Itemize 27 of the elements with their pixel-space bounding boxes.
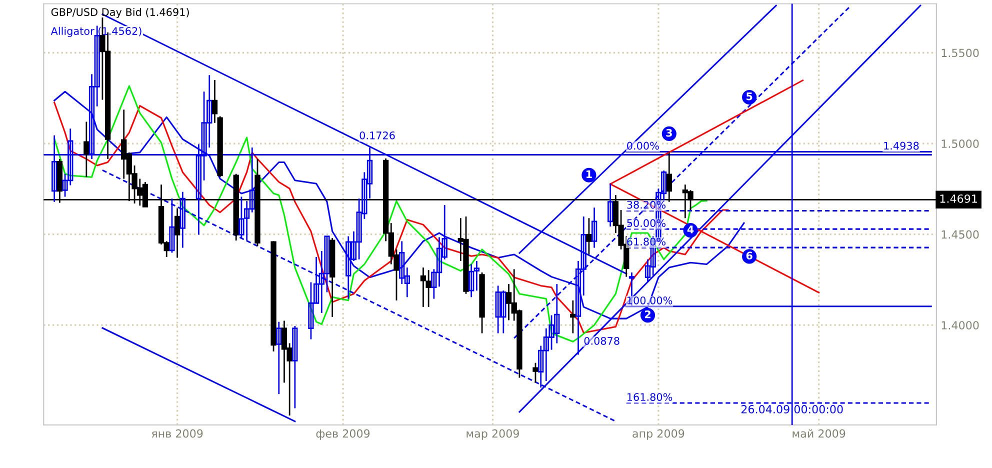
annotation: 0.0878 <box>584 336 620 345</box>
annotation: 50.00% <box>627 219 666 228</box>
annotation: 1 <box>586 170 592 178</box>
ref-line-label: 1.4691 <box>940 194 977 203</box>
y-tick-label: 1.4500 <box>942 230 979 239</box>
annotation: 3 <box>666 128 672 137</box>
chart-title: GBP/USD Day Bid (1.4691) <box>51 8 189 18</box>
x-tick-label: фев 2009 <box>316 429 370 440</box>
y-tick-label: 1.5000 <box>942 140 979 148</box>
annotation: 38.20% <box>627 200 666 209</box>
annotation: 161.80% <box>628 393 672 401</box>
y-tick-label: 1.5500 <box>942 48 979 58</box>
annotation: 5 <box>746 92 752 100</box>
x-tick-label: май 2009 <box>792 429 846 438</box>
x-tick-label: янв 2009 <box>152 429 203 438</box>
annotation: 6 <box>746 252 752 260</box>
annotation: 1.4938 <box>884 142 919 150</box>
ref-line-label: 26.04.09 00:00:00 <box>741 405 843 414</box>
annotation: 0.00% <box>627 142 659 150</box>
x-tick-label: мар 2009 <box>466 429 519 440</box>
annotation: 2 <box>644 310 650 318</box>
annotation: 61.80% <box>627 238 666 246</box>
annotation: 4 <box>687 226 694 234</box>
x-tick-label: апр 2009 <box>632 429 684 440</box>
annotation: 100.00% <box>628 296 672 304</box>
y-tick-label: 1.4000 <box>942 321 979 330</box>
annotation: 0.1726 <box>360 131 395 140</box>
